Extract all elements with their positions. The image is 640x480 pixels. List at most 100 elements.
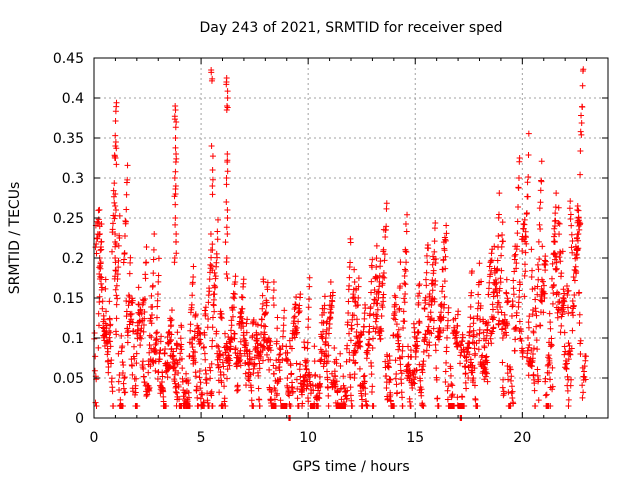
data-point [380,246,387,253]
data-point [525,130,532,137]
data-point [432,256,439,263]
data-point [382,234,389,241]
data-point [578,119,585,126]
data-point [294,329,301,336]
data-point [125,327,132,334]
data-point [213,342,220,349]
data-point [487,335,494,342]
data-point [238,352,245,359]
data-point [452,315,459,322]
data-point [427,309,434,316]
data-point [224,159,231,165]
data-point [528,246,535,253]
data-point [209,324,216,331]
data-point [296,302,303,309]
data-point [275,356,282,363]
data-point [318,356,325,363]
data-point [577,340,584,347]
data-point [494,265,501,272]
data-point [125,302,132,309]
data-point [576,289,583,296]
data-point [448,392,455,399]
data-point [552,266,559,273]
data-point [218,379,225,386]
data-point [445,383,452,390]
data-point [535,397,542,404]
data-point [542,258,549,265]
data-point [224,275,231,282]
data-point [370,403,377,409]
data-point [549,386,556,393]
data-point [144,391,151,398]
data-point [248,356,255,363]
data-point [112,286,119,293]
data-point [380,298,387,305]
data-point [115,378,122,385]
data-point [347,384,354,391]
data-point [579,82,586,89]
data-point [435,403,442,409]
data-point [232,345,239,352]
x-axis-title: GPS time / hours [292,459,409,475]
data-point [158,333,165,340]
data-point [508,390,515,397]
data-point [237,347,244,354]
data-point [112,259,119,266]
data-point [523,240,530,247]
data-point [122,389,129,396]
data-point [423,347,430,354]
data-point [135,326,142,333]
data-point [174,329,181,336]
data-point [413,345,420,352]
data-point [152,337,159,344]
data-point [347,239,354,246]
data-point [522,234,529,241]
axis-ticks: 0 5 10 15 20 0 0.05 0.1 0.15 0.2 0.25 0.3 0.35 0.4 0.4… [53,51,609,446]
data-point [473,331,480,338]
x-tick-label: 0 [90,430,99,446]
data-point [515,299,522,306]
data-point [168,331,175,338]
data-point [399,394,406,401]
data-point [375,289,382,296]
data-point [543,391,550,398]
data-point [112,117,119,124]
data-point [96,231,103,237]
data-point [428,301,435,308]
data-point [192,359,199,366]
data-point [534,366,541,373]
data-point [277,376,284,383]
data-point [492,276,499,283]
data-point [401,299,408,306]
data-point [221,395,228,402]
data-point [459,337,466,344]
data-point [354,321,361,328]
data-point [575,215,582,221]
data-point [472,350,479,357]
y-tick-label: 0.35 [53,131,84,147]
data-point [442,265,449,272]
data-point [231,291,238,298]
data-point [159,373,166,380]
data-point [358,392,365,399]
data-point [444,387,451,394]
data-point [201,350,208,357]
data-point [291,334,298,341]
data-point [287,362,294,369]
data-point [563,360,570,367]
data-point [509,395,516,402]
data-point [188,301,195,308]
data-point [542,375,549,382]
data-point [284,356,291,363]
data-point [457,341,464,348]
data-point [409,385,416,392]
data-point [355,339,362,346]
data-point [153,336,160,343]
data-point [415,282,422,289]
data-point [224,168,231,175]
data-point [370,325,377,332]
data-point [532,403,539,409]
data-point [440,327,447,334]
data-point [228,336,235,343]
data-point [113,315,120,322]
